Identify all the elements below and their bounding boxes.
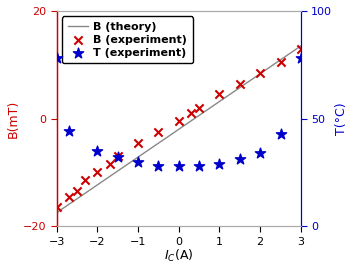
Point [298,56,304,60]
Point [115,155,121,159]
Point [115,154,121,158]
Point [155,164,161,168]
Point [278,131,283,136]
Point [196,164,202,168]
Point [257,71,263,75]
Y-axis label: B(mT): B(mT) [7,99,20,138]
Point [74,189,80,193]
Point [155,130,161,134]
Point [82,178,88,183]
Point [237,157,243,162]
Point [298,46,304,51]
Point [278,60,283,64]
Y-axis label: T(°C): T(°C) [335,102,348,135]
Point [217,162,222,166]
Point [54,205,60,209]
Point [135,159,141,164]
Point [196,106,202,110]
X-axis label: $I_C$(A): $I_C$(A) [164,248,193,264]
Point [257,151,263,155]
Point [217,92,222,96]
Point [94,170,100,175]
Point [94,149,100,153]
Point [66,129,72,134]
Point [176,164,182,168]
Point [237,81,243,86]
Point [176,119,182,123]
Point [107,162,113,166]
Point [66,194,72,199]
Point [54,56,60,60]
Point [135,141,141,145]
Point [188,111,194,115]
Legend: B (theory), B (experiment), T (experiment): B (theory), B (experiment), T (experimen… [62,17,193,63]
